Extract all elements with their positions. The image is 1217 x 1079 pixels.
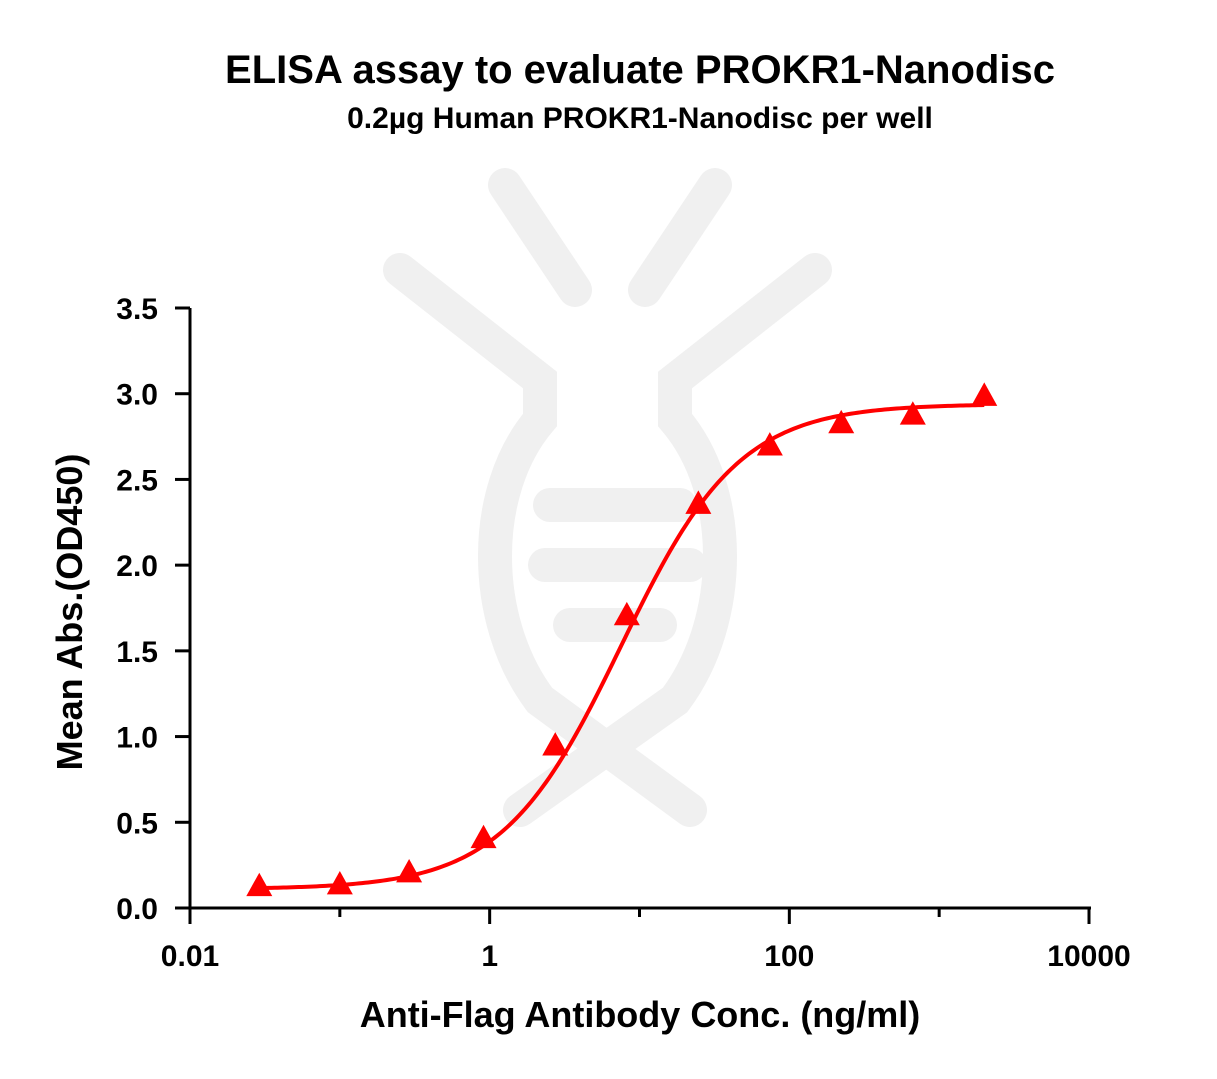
y-ticks: 0.0 0.5 1.0 1.5 2.0 2.5 3.0 3.5 [116,293,190,926]
y-axis-label: Mean Abs.(OD450) [49,454,90,771]
y-tick-label: 1.0 [116,722,158,755]
data-point [246,872,273,897]
data-point [470,824,497,849]
x-tick-label: 100 [764,940,814,973]
chart-title: ELISA assay to evaluate PROKR1-Nanodisc [225,48,1055,92]
y-tick-label: 3.5 [116,293,158,326]
x-tick-label: 1 [481,940,498,973]
data-point [971,382,998,406]
x-ticks: 0.01 1 100 10000 [161,908,1131,973]
y-tick-label: 2.0 [116,550,158,583]
data-point [542,732,569,756]
watermark-logo [383,168,832,827]
fit-curve [259,403,985,891]
data-point [326,871,353,895]
data-points [246,382,998,897]
data-point [899,401,926,425]
y-tick-label: 3.0 [116,379,158,412]
y-tick-label: 0.0 [116,893,158,926]
y-tick-label: 2.5 [116,464,158,497]
x-axis-label: Anti-Flag Antibody Conc. (ng/ml) [360,994,921,1035]
y-tick-label: 1.5 [116,636,158,669]
x-tick-label: 10000 [1047,940,1130,973]
data-point [613,601,640,626]
data-point [756,432,783,456]
y-tick-label: 0.5 [116,807,158,840]
chart-subtitle: 0.2µg Human PROKR1-Nanodisc per well [347,102,933,135]
data-point [396,859,423,883]
x-tick-label: 0.01 [161,940,219,973]
data-point [685,490,712,514]
data-point [828,409,855,434]
